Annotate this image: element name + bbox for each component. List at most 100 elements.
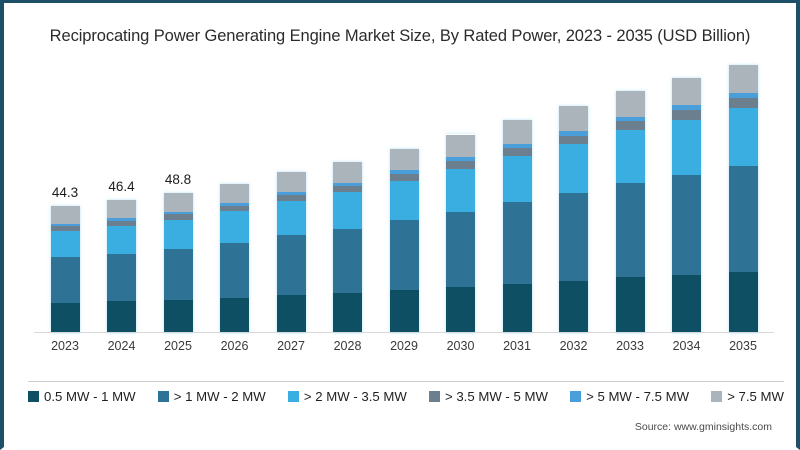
bar-stack[interactable]	[50, 206, 80, 333]
bar-segment[interactable]	[502, 147, 532, 156]
bar-segment[interactable]	[389, 180, 419, 221]
bar-segment[interactable]	[728, 108, 758, 167]
bar-segment[interactable]	[446, 286, 475, 333]
bar-segment[interactable]	[728, 97, 758, 109]
legend-item[interactable]: > 7.5 MW	[711, 389, 784, 404]
bar-group[interactable]	[490, 58, 544, 333]
bar-segment[interactable]	[50, 226, 80, 231]
bar-segment[interactable]	[333, 182, 362, 186]
bar-segment[interactable]	[389, 220, 419, 291]
bar-segment[interactable]	[672, 119, 701, 175]
bar-group[interactable]	[208, 58, 262, 333]
bar-group[interactable]	[264, 58, 318, 333]
bar-segment[interactable]	[615, 121, 645, 131]
bar-group[interactable]: 46.4	[95, 58, 149, 333]
bar-stack[interactable]	[220, 184, 249, 333]
bar-segment[interactable]	[107, 200, 136, 219]
bar-group[interactable]	[377, 58, 431, 333]
bar-segment[interactable]	[446, 168, 475, 212]
bar-stack[interactable]	[615, 90, 645, 333]
bar-segment[interactable]	[163, 212, 193, 215]
bar-group[interactable]: 44.3	[38, 58, 92, 333]
bar-segment[interactable]	[615, 116, 645, 122]
bar-segment[interactable]	[50, 257, 80, 303]
bar-segment[interactable]	[276, 235, 306, 296]
bar-segment[interactable]	[163, 193, 193, 213]
bar-stack[interactable]	[107, 200, 136, 333]
bar-stack[interactable]	[276, 172, 306, 333]
bar-segment[interactable]	[672, 78, 701, 106]
bar-segment[interactable]	[163, 249, 193, 300]
bar-segment[interactable]	[559, 280, 588, 333]
bar-segment[interactable]	[107, 301, 136, 333]
bar-segment[interactable]	[728, 92, 758, 98]
bar-segment[interactable]	[615, 130, 645, 183]
bar-segment[interactable]	[502, 283, 532, 333]
bar-segment[interactable]	[276, 295, 306, 333]
bar-segment[interactable]	[220, 297, 249, 333]
legend-item[interactable]: > 1 MW - 2 MW	[157, 389, 266, 404]
bar-segment[interactable]	[559, 135, 588, 145]
bar-segment[interactable]	[672, 274, 701, 333]
bar-segment[interactable]	[163, 214, 193, 220]
bar-segment[interactable]	[276, 200, 306, 236]
bar-stack[interactable]	[559, 106, 588, 333]
bar-stack[interactable]	[389, 148, 419, 333]
bar-segment[interactable]	[220, 184, 249, 204]
bar-segment[interactable]	[559, 131, 588, 136]
bar-segment[interactable]	[389, 290, 419, 333]
bar-stack[interactable]	[333, 161, 362, 333]
bar-group[interactable]	[547, 58, 601, 333]
bar-segment[interactable]	[220, 203, 249, 206]
bar-group[interactable]	[434, 58, 488, 333]
bar-stack[interactable]	[728, 65, 758, 333]
bar-segment[interactable]	[333, 292, 362, 333]
bar-segment[interactable]	[333, 161, 362, 183]
bar-segment[interactable]	[220, 205, 249, 212]
bar-segment[interactable]	[163, 299, 193, 333]
bar-segment[interactable]	[728, 65, 758, 93]
bar-segment[interactable]	[446, 134, 475, 158]
legend-item[interactable]: > 3.5 MW - 5 MW	[428, 389, 548, 404]
bar-segment[interactable]	[672, 174, 701, 275]
bar-segment[interactable]	[276, 191, 306, 195]
bar-segment[interactable]	[672, 105, 701, 110]
bar-segment[interactable]	[220, 211, 249, 243]
bar-group[interactable]	[321, 58, 375, 333]
bar-segment[interactable]	[389, 170, 419, 174]
bar-segment[interactable]	[50, 206, 80, 225]
bar-segment[interactable]	[446, 157, 475, 162]
bar-segment[interactable]	[559, 106, 588, 132]
bar-group[interactable]	[660, 58, 714, 333]
bar-segment[interactable]	[107, 253, 136, 302]
bar-segment[interactable]	[559, 144, 588, 194]
bar-stack[interactable]	[502, 119, 532, 333]
bar-segment[interactable]	[615, 90, 645, 117]
bar-segment[interactable]	[107, 218, 136, 221]
bar-segment[interactable]	[50, 302, 80, 333]
bar-segment[interactable]	[276, 172, 306, 192]
bar-segment[interactable]	[50, 230, 80, 258]
bar-segment[interactable]	[615, 182, 645, 278]
bar-segment[interactable]	[502, 201, 532, 284]
legend-item[interactable]: > 5 MW - 7.5 MW	[570, 389, 689, 404]
bar-segment[interactable]	[446, 211, 475, 287]
bar-segment[interactable]	[559, 193, 588, 281]
bar-segment[interactable]	[728, 166, 758, 272]
bar-segment[interactable]	[107, 225, 136, 254]
bar-group[interactable]: 48.8	[151, 58, 205, 333]
bar-stack[interactable]	[446, 134, 475, 333]
bar-segment[interactable]	[446, 161, 475, 169]
bar-segment[interactable]	[502, 119, 532, 144]
bar-group[interactable]	[716, 58, 770, 333]
bar-segment[interactable]	[333, 185, 362, 193]
bar-stack[interactable]	[672, 78, 701, 333]
bar-segment[interactable]	[389, 148, 419, 171]
bar-segment[interactable]	[50, 224, 80, 227]
legend-item[interactable]: 0.5 MW - 1 MW	[28, 389, 136, 404]
bar-segment[interactable]	[163, 219, 193, 250]
bar-segment[interactable]	[502, 143, 532, 148]
legend-item[interactable]: > 2 MW - 3.5 MW	[287, 389, 407, 404]
bar-segment[interactable]	[333, 229, 362, 293]
bar-segment[interactable]	[502, 155, 532, 202]
